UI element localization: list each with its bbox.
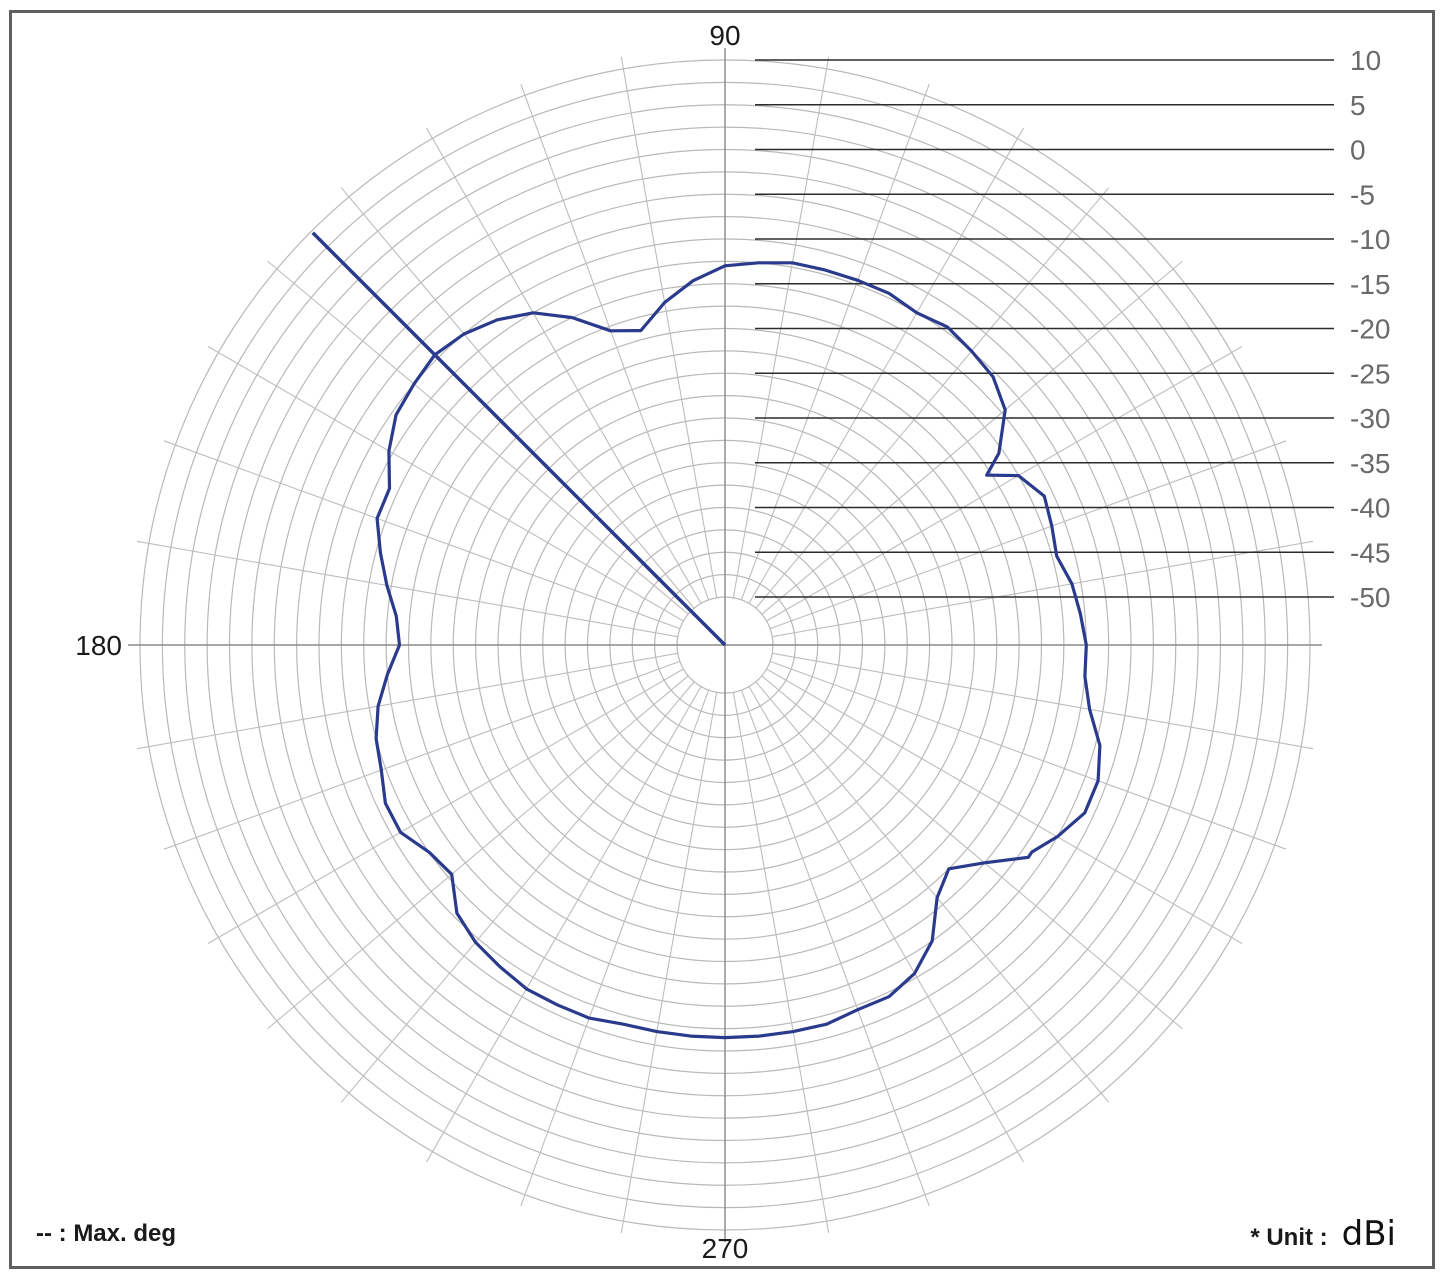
grid-spoke (163, 440, 681, 630)
radial-tick-label: -35 (1350, 448, 1390, 479)
radial-tick-label: 10 (1350, 45, 1381, 76)
radial-tick-label: -10 (1350, 224, 1390, 255)
grid-spoke (426, 127, 702, 604)
grid-spoke (772, 540, 1314, 638)
grid-spoke (267, 260, 689, 615)
polar-plot: 10 5 0 -5 -10 -15 -20 -25 -30 -35 -40 -45 -50 90 180 2… (75, 20, 1390, 1264)
radial-tick-label: -40 (1350, 493, 1390, 524)
grid-spoke (748, 686, 1024, 1163)
angle-label-270: 270 (702, 1233, 749, 1264)
grid-spoke (267, 675, 689, 1030)
radial-tick-label: -5 (1350, 179, 1375, 210)
unit-legend: * Unit : dBi (1250, 1214, 1396, 1254)
angular-grid-spokes (128, 48, 1322, 1242)
grid-spoke (740, 689, 930, 1207)
series (311, 231, 1102, 1040)
radial-tick-label: -45 (1350, 537, 1390, 568)
angle-labels: 90 180 270 (75, 20, 748, 1264)
radial-tick-label: -30 (1350, 403, 1390, 434)
pattern-curve (374, 261, 1102, 1040)
grid-spoke (755, 187, 1110, 609)
grid-spoke (732, 692, 830, 1234)
max-direction-line (311, 231, 727, 647)
grid-spoke (620, 692, 718, 1234)
angle-label-90: 90 (709, 20, 740, 51)
angle-label-180: 180 (75, 630, 122, 661)
grid-spoke (766, 346, 1243, 622)
unit-label: * Unit : (1250, 1224, 1328, 1251)
grid-spoke (340, 681, 695, 1103)
radial-tick-label: -15 (1350, 269, 1390, 300)
grid-spoke (772, 652, 1314, 750)
grid-spoke (740, 83, 930, 601)
grid-spoke (761, 675, 1183, 1030)
grid-spoke (755, 681, 1110, 1103)
max-deg-legend: -- : Max. deg (36, 1220, 177, 1247)
grid-spoke (620, 56, 718, 598)
chart-frame: 10 5 0 -5 -10 -15 -20 -25 -30 -35 -40 -45 -50 90 180 2… (9, 10, 1435, 1269)
grid-spoke (520, 83, 710, 601)
grid-spoke (207, 346, 684, 622)
grid-spoke (340, 187, 695, 609)
grid-spoke (520, 689, 710, 1207)
radial-tick-label: -25 (1350, 358, 1390, 389)
grid-spoke (766, 668, 1243, 944)
unit-value: dBi (1341, 1214, 1396, 1254)
grid-spoke (136, 540, 678, 638)
grid-spoke (163, 660, 681, 850)
grid-spoke (761, 260, 1183, 615)
radial-tick-label: 5 (1350, 90, 1366, 121)
grid-spoke (207, 668, 684, 944)
grid-spoke (136, 652, 678, 750)
radial-tick-label: 0 (1350, 135, 1366, 166)
radial-axis: 10 5 0 -5 -10 -15 -20 -25 -30 -35 -40 -45 -50 (755, 45, 1390, 613)
grid-spoke (748, 127, 1024, 604)
radial-tick-label: -50 (1350, 582, 1390, 613)
grid-spoke (732, 56, 830, 598)
radial-tick-label: -20 (1350, 314, 1390, 345)
grid-spoke (426, 686, 702, 1163)
grid-spoke (769, 660, 1287, 850)
